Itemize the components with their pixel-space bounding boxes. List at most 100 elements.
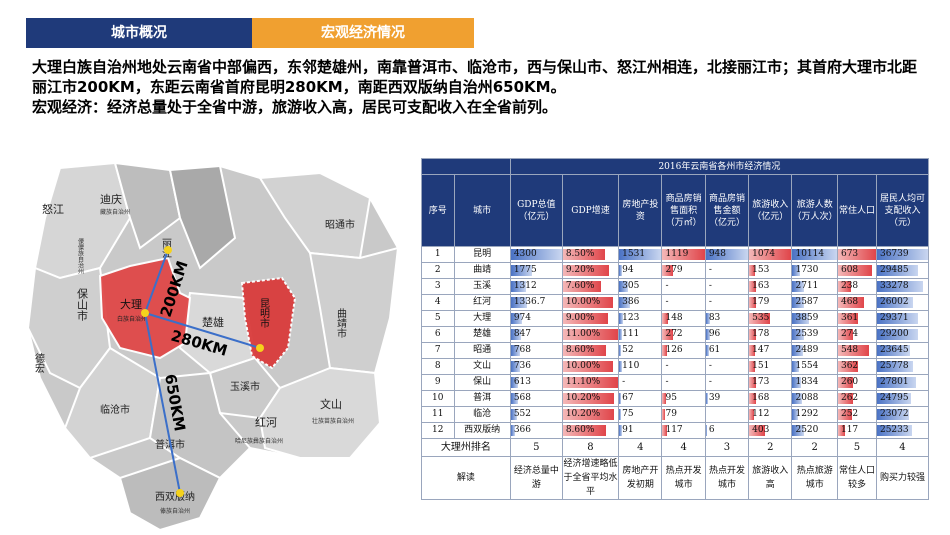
- cell-value: 29371: [879, 313, 909, 323]
- bar-tour_num: [792, 329, 804, 340]
- bar-pop: [838, 345, 869, 356]
- cell-income: 27801: [875, 374, 930, 391]
- table-row: 2 曲靖 1775 9.20% 94 279 - 153 1730 608 29485: [421, 262, 930, 279]
- cell-tour_num: 2520: [791, 422, 838, 439]
- label-qujing: 曲靖市: [335, 308, 347, 339]
- bar-tour_inc: [749, 345, 755, 356]
- cell-value: 2088: [795, 393, 819, 403]
- cell-tour_num: 1730: [791, 262, 838, 279]
- cell-value: 3859: [795, 313, 819, 323]
- dot-dali: [141, 309, 149, 317]
- table-header-4: 房地产投资: [618, 174, 663, 247]
- cell-tour_inc: 151: [748, 358, 793, 375]
- cell-amount: 39: [704, 390, 750, 407]
- header-tabs: 城市概况 宏观经济情况: [26, 18, 474, 48]
- cell-tour_num: 10114: [791, 246, 838, 263]
- table-row: 1 昆明 4300 8.50% 1531 1119 948 1074 10114 673 36739: [421, 246, 930, 263]
- cell-no: 1: [421, 246, 455, 263]
- cell-value: 153: [752, 265, 770, 275]
- cell-value: 173: [752, 377, 770, 387]
- cell-income: 29200: [875, 326, 930, 343]
- cell-pop: 468: [836, 294, 877, 311]
- table-title: 2016年云南省各州市经济情况: [509, 158, 930, 175]
- cell-tour_num: 2587: [791, 294, 838, 311]
- bar-growth: [563, 265, 609, 276]
- cell-value: 768: [513, 345, 532, 355]
- cell-city: 楚雄: [453, 326, 511, 343]
- bar-gdp: [511, 361, 520, 372]
- cell-area: 279: [661, 262, 706, 279]
- bar-re_inv: [619, 297, 630, 308]
- cell-value: 33278: [879, 281, 909, 291]
- cell-value: -: [708, 281, 712, 291]
- tab-macro-economy[interactable]: 宏观经济情况: [252, 18, 474, 48]
- cell-growth: 11.10%: [561, 374, 620, 391]
- bar-gdp: [511, 425, 516, 436]
- cell-amount: 948: [704, 246, 750, 263]
- cell-gdp: 552: [509, 406, 563, 423]
- cell-value: 386: [622, 297, 640, 307]
- cell-re_inv: 123: [618, 310, 663, 327]
- cell-value: 974: [513, 313, 532, 323]
- cell-value: 36739: [879, 249, 909, 259]
- cell-growth: 10.00%: [561, 294, 620, 311]
- cell-amount: -: [704, 294, 750, 311]
- cell-value: -: [665, 377, 669, 387]
- kunming-region: [240, 276, 297, 370]
- bar-growth: [563, 329, 618, 340]
- cell-growth: 11.00%: [561, 326, 620, 343]
- cell-value: 126: [665, 345, 683, 355]
- label-diqing: 迪庆: [100, 192, 122, 206]
- cell-growth: 8.50%: [561, 246, 620, 263]
- cell-tour_num: 2539: [791, 326, 838, 343]
- cell-value: 10114: [795, 249, 825, 259]
- cell-tour_num: 3859: [791, 310, 838, 327]
- intro-location: 大理白族自治州地处云南省中部偏西，东邻楚雄州，南靠普洱市、临沧市，西与保山市、怒…: [32, 58, 918, 96]
- interp-cell: 热点开发城市: [661, 456, 706, 500]
- cell-city: 普洱: [453, 390, 511, 407]
- cell-value: 274: [840, 329, 859, 339]
- bar-gdp: [511, 377, 519, 388]
- cell-value: 2520: [795, 425, 819, 435]
- cell-income: 26002: [875, 294, 930, 311]
- cell-area: 272: [661, 326, 706, 343]
- bar-re_inv: [619, 409, 622, 420]
- cell-value: -: [665, 281, 669, 291]
- cell-city: 大理: [453, 310, 511, 327]
- cell-value: 1292: [795, 409, 819, 419]
- cell-value: 2587: [795, 297, 819, 307]
- label-xishuangbanna: 西双版纳: [155, 490, 195, 503]
- cell-value: 9.00%: [565, 313, 595, 323]
- cell-growth: 10.20%: [561, 406, 620, 423]
- cell-area: 95: [661, 390, 706, 407]
- cell-value: 7.60%: [565, 281, 595, 291]
- cell-amount: -: [704, 358, 750, 375]
- tab-city-overview[interactable]: 城市概况: [26, 18, 252, 48]
- cell-value: 83: [708, 313, 721, 323]
- interp-cell: 旅游收入高: [748, 456, 793, 500]
- cell-value: 535: [752, 313, 770, 323]
- line-to-lijiang: [144, 249, 169, 314]
- cell-value: 8.60%: [565, 425, 595, 435]
- bar-income: [877, 409, 910, 420]
- bar-tour_inc: [749, 249, 791, 260]
- cell-tour_inc: 163: [748, 278, 793, 295]
- cell-no: 3: [421, 278, 455, 295]
- bar-tour_num: [792, 425, 804, 436]
- table-header-1: 城市: [453, 174, 511, 247]
- bar-pop: [838, 361, 859, 372]
- cell-value: 52: [622, 345, 634, 355]
- cell-gdp: 613: [509, 374, 563, 391]
- rank-cell: 4: [661, 438, 706, 457]
- cell-value: 468: [840, 297, 859, 307]
- rank-cell: 2: [748, 438, 793, 457]
- bar-tour_num: [792, 281, 805, 292]
- cell-value: 111: [622, 329, 640, 339]
- cell-area: -: [661, 278, 706, 295]
- label-wenshan-sub: 壮族苗族自治州: [312, 417, 354, 425]
- cell-value: 238: [840, 281, 859, 291]
- bar-tour_num: [792, 297, 804, 308]
- cell-pop: 117: [836, 422, 877, 439]
- label-baoshan: 保山市: [76, 287, 89, 322]
- cell-gdp: 366: [509, 422, 563, 439]
